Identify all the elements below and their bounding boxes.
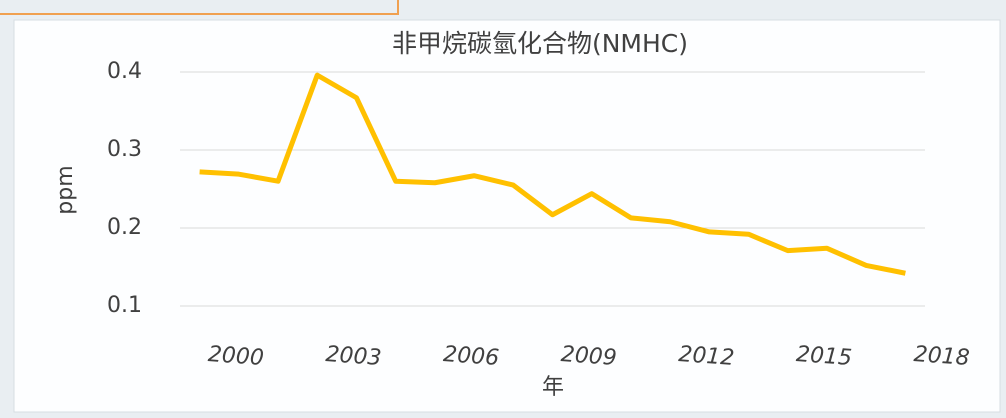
x-tick-label: 2015: [795, 342, 853, 371]
y-axis-label: ppm: [53, 165, 78, 214]
data-line: [199, 72, 906, 276]
x-tick-label: 2009: [560, 342, 618, 371]
x-tick-label: 2012: [678, 342, 736, 371]
x-tick-label: 2003: [325, 342, 383, 371]
chart-area: [13, 19, 1001, 413]
x-axis-label: 年: [542, 375, 564, 400]
y-tick-label: 0.2: [107, 215, 142, 240]
x-tick-label: 2018: [913, 342, 971, 371]
y-tick-label: 0.1: [107, 293, 142, 318]
x-tick-label: 2006: [442, 342, 500, 371]
x-tick-label: 2000: [207, 342, 265, 371]
y-tick-label: 0.4: [107, 59, 142, 84]
decor-frame: [0, 0, 399, 15]
chart-title: 非甲烷碳氫化合物(NMHC): [392, 29, 688, 58]
y-tick-label: 0.3: [107, 137, 142, 162]
